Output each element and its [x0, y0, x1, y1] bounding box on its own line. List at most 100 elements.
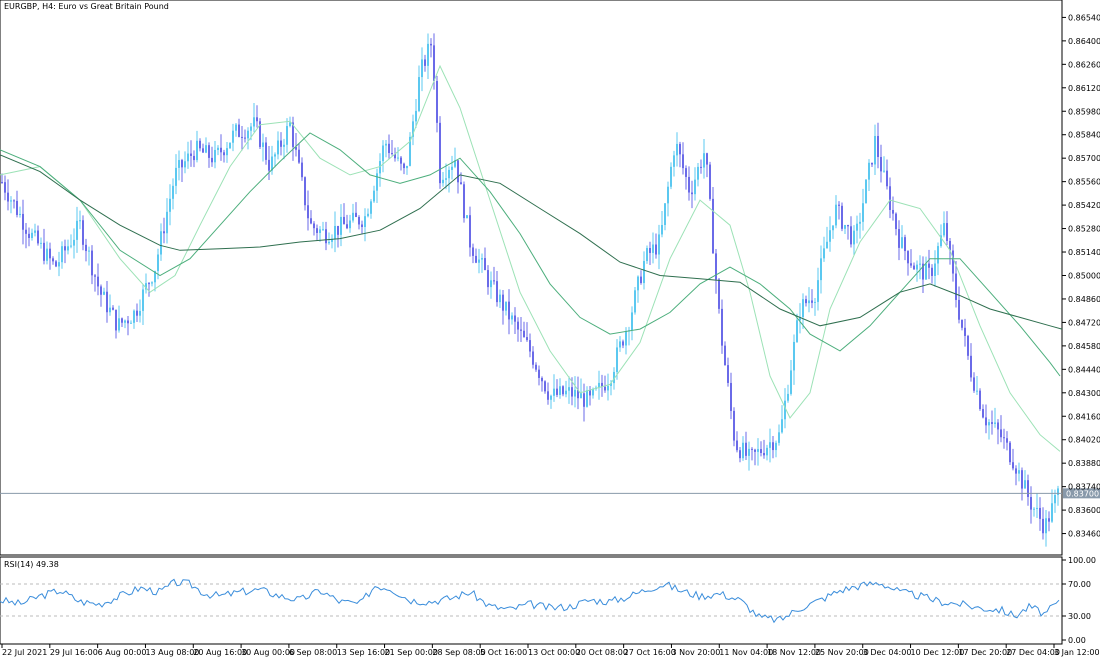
- candle-body: [280, 140, 282, 147]
- candle-body: [538, 369, 540, 378]
- candle-body: [232, 130, 234, 143]
- price-tick-label: 0.84580: [1068, 342, 1100, 351]
- time-tick-label: 25 Nov 20:00: [815, 648, 869, 657]
- candle-body: [892, 209, 894, 214]
- candle-body: [751, 448, 753, 450]
- candle-body: [772, 442, 774, 451]
- candle-body: [652, 244, 654, 253]
- candle-body: [793, 341, 795, 371]
- candle-body: [256, 117, 258, 122]
- candle-body: [298, 149, 300, 163]
- candle-body: [370, 201, 372, 214]
- candle-body: [670, 166, 672, 187]
- candle-body: [310, 218, 312, 224]
- candle-body: [949, 240, 951, 251]
- moving-average-line: [0, 64, 1061, 452]
- candle-body: [601, 382, 603, 387]
- candle-body: [871, 162, 873, 165]
- time-tick-label: 22 Jul 2021: [2, 648, 47, 657]
- candle-body: [874, 135, 876, 165]
- time-tick-label: 29 Jul 16:00: [50, 648, 98, 657]
- candle-body: [463, 184, 465, 219]
- candle-body: [238, 124, 240, 137]
- time-tick-label: 13 Aug 08:00: [145, 648, 199, 657]
- candle-body: [727, 365, 729, 383]
- candle-body: [919, 263, 921, 265]
- candle-body: [283, 144, 285, 147]
- candle-body: [304, 177, 306, 206]
- candle-body: [88, 250, 90, 252]
- candle-body: [1042, 518, 1044, 534]
- candle-body: [544, 381, 546, 392]
- candle-body: [835, 204, 837, 226]
- candle-body: [4, 182, 6, 193]
- time-tick-label: 3 Nov 20:00: [671, 648, 720, 657]
- candle-body: [151, 282, 153, 284]
- candle-body: [457, 160, 459, 183]
- candle-body: [265, 142, 267, 160]
- candle-body: [337, 225, 339, 235]
- candle-body: [373, 190, 375, 202]
- candle-body: [196, 140, 198, 161]
- time-tick-label: 13 Oct 00:00: [528, 648, 580, 657]
- candle-body: [847, 225, 849, 227]
- rsi-tick-label: 30.00: [1068, 612, 1091, 621]
- candle-body: [385, 143, 387, 146]
- candle-body: [361, 224, 363, 228]
- candle-body: [865, 179, 867, 204]
- candle-body: [367, 213, 369, 217]
- candle-body: [481, 258, 483, 260]
- candle-body: [763, 453, 765, 456]
- candle-body: [136, 310, 138, 316]
- candle-body: [154, 271, 156, 283]
- candle-body: [1036, 507, 1038, 509]
- candle-body: [70, 245, 72, 247]
- candle-body: [193, 155, 195, 161]
- candle-body: [214, 149, 216, 163]
- candle-body: [223, 152, 225, 156]
- candle-body: [520, 329, 522, 331]
- candle-body: [562, 386, 564, 395]
- candle-body: [979, 390, 981, 410]
- candle-body: [61, 246, 63, 263]
- candle-body: [487, 270, 489, 288]
- candle-body: [100, 286, 102, 295]
- candle-body: [745, 442, 747, 456]
- candle-body: [322, 229, 324, 231]
- candle-body: [844, 225, 846, 229]
- candle-body: [655, 244, 657, 255]
- candle-body: [148, 283, 150, 285]
- candle-body: [511, 315, 513, 320]
- candle-body: [403, 163, 405, 169]
- candle-body: [703, 153, 705, 168]
- price-tick-label: 0.86260: [1068, 60, 1100, 69]
- candle-body: [805, 299, 807, 304]
- candle-body: [388, 143, 390, 154]
- candle-body: [31, 232, 33, 238]
- candle-body: [262, 142, 264, 147]
- candle-body: [781, 419, 783, 433]
- candle-body: [862, 203, 864, 222]
- candle-body: [496, 281, 498, 303]
- candle-body: [1015, 468, 1017, 474]
- time-tick-label: 6 Aug 00:00: [98, 648, 147, 657]
- candle-body: [982, 409, 984, 418]
- candle-body: [619, 341, 621, 348]
- candle-body: [838, 204, 840, 206]
- candle-body: [940, 235, 942, 247]
- candle-body: [181, 160, 183, 168]
- candle-body: [700, 166, 702, 168]
- candle-body: [34, 230, 36, 233]
- candle-body: [598, 382, 600, 388]
- candle-body: [664, 203, 666, 226]
- rsi-levels: [0, 583, 1062, 617]
- candle-body: [766, 447, 768, 456]
- candle-body: [925, 263, 927, 280]
- candle-body: [943, 223, 945, 236]
- candle-body: [610, 383, 612, 386]
- candle-body: [901, 237, 903, 248]
- candle-body: [274, 154, 276, 157]
- time-tick-label: 30 Aug 00:00: [241, 648, 295, 657]
- candle-body: [1003, 437, 1005, 439]
